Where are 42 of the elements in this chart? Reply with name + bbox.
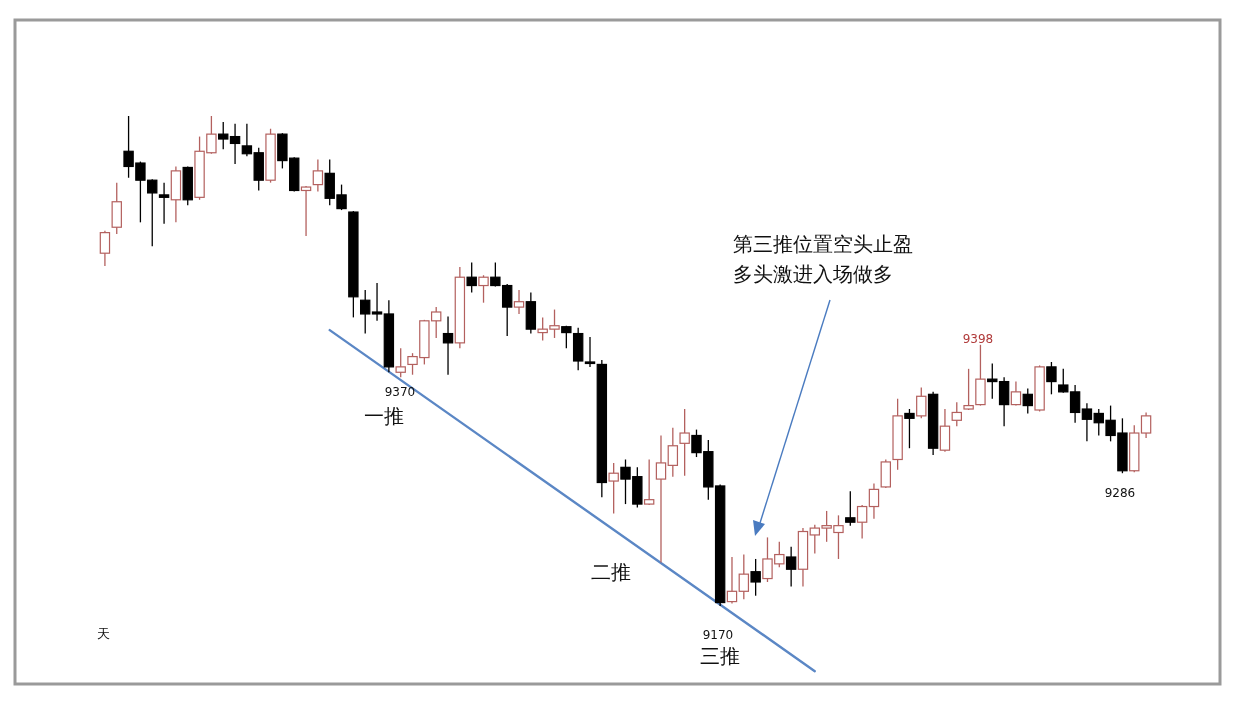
candlestick bbox=[158, 181, 170, 225]
annotation: 9370 bbox=[384, 385, 416, 399]
candlestick bbox=[300, 185, 312, 237]
candlestick bbox=[395, 347, 406, 378]
candlestick bbox=[99, 230, 111, 267]
annotation: 9398 bbox=[962, 332, 994, 346]
candlestick bbox=[868, 482, 880, 520]
annotation: 第三推位置空头止盈多头激进入场做多 bbox=[733, 232, 913, 286]
candlestick bbox=[667, 426, 679, 478]
text: 天 bbox=[96, 626, 110, 641]
annotation: 9286 bbox=[1104, 486, 1136, 500]
candlestick bbox=[513, 289, 525, 315]
candlestick bbox=[229, 123, 241, 165]
candlestick bbox=[856, 504, 868, 540]
annotation: 一推 bbox=[364, 404, 404, 428]
candlestick bbox=[916, 386, 927, 419]
candlestick bbox=[371, 282, 383, 322]
candlestick bbox=[1010, 380, 1022, 407]
candlestick bbox=[785, 546, 797, 588]
candlestick bbox=[738, 553, 750, 600]
candlestick bbox=[951, 401, 962, 427]
candlestick bbox=[312, 158, 324, 193]
candlestick bbox=[608, 462, 619, 515]
candlestick bbox=[679, 408, 690, 477]
candlestick bbox=[584, 336, 596, 368]
candlestick bbox=[218, 121, 229, 150]
candlestick bbox=[726, 556, 738, 605]
candlestick bbox=[1022, 387, 1033, 415]
candlestick bbox=[963, 368, 974, 411]
candlestick bbox=[1046, 361, 1057, 395]
candlestick bbox=[750, 558, 761, 597]
candlestick bbox=[442, 315, 454, 376]
candlestick bbox=[478, 274, 489, 304]
annotation: 二推 bbox=[591, 560, 631, 584]
text: 9170 bbox=[702, 628, 734, 642]
candlestick bbox=[904, 408, 915, 449]
candlestick bbox=[643, 458, 655, 506]
candlestick bbox=[466, 261, 477, 294]
candlestick bbox=[359, 289, 371, 335]
candlestick bbox=[655, 434, 667, 564]
text: 三推 bbox=[700, 644, 740, 668]
candlestick bbox=[845, 490, 856, 527]
